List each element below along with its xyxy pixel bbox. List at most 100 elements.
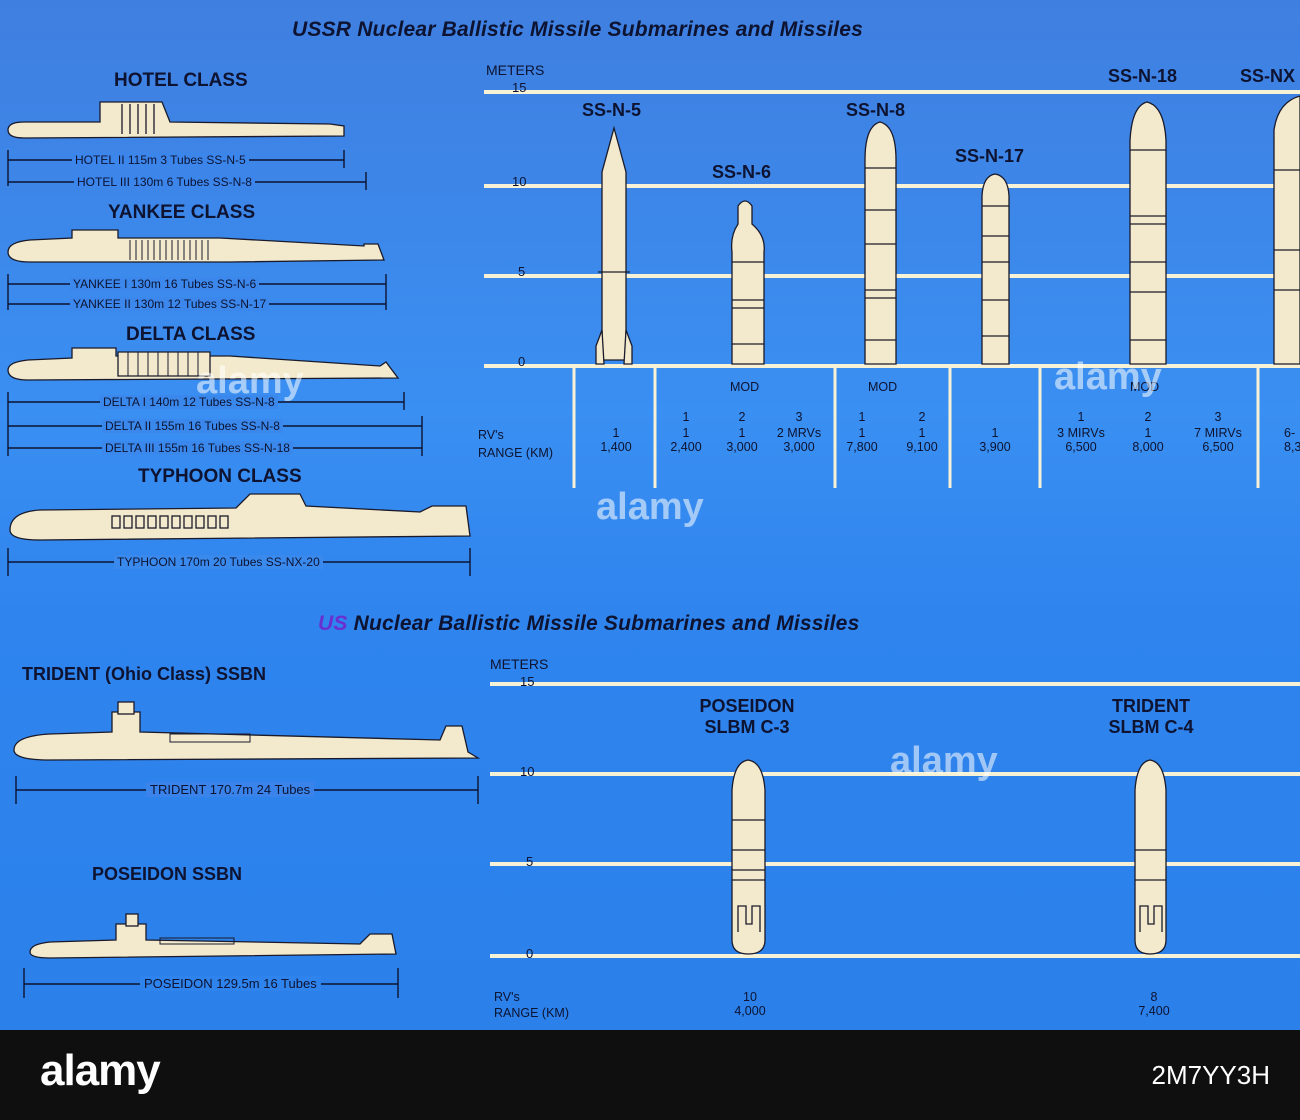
table-column: 1 1 7,800 [842, 410, 882, 454]
ussr-rv-label: RV's [478, 428, 504, 442]
missile-ss-n-17 [981, 173, 1010, 365]
spec-hotel-ii: HOTEL II 115m 3 Tubes SS-N-5 [72, 153, 249, 167]
range-value: 9,100 [906, 440, 938, 454]
spec-poseidon: POSEIDON 129.5m 16 Tubes [140, 976, 321, 991]
missile-label-trident-c4: TRIDENT SLBM C-4 [1092, 696, 1210, 738]
range-value: 7,800 [846, 440, 878, 454]
table-column: 3 7 MIRVs 6,500 [1186, 410, 1250, 454]
missile-label-ss-n-18: SS-N-18 [1108, 66, 1178, 86]
rv-value: 6- [1284, 426, 1296, 440]
table-column: 2 1 8,000 [1128, 410, 1168, 454]
rv-value: 1 [1144, 426, 1152, 440]
range-value: 4,000 [734, 1004, 766, 1018]
sub-poseidon [29, 913, 397, 959]
spec-hotel-iii: HOTEL III 130m 6 Tubes SS-N-8 [74, 175, 255, 189]
spec-trident: TRIDENT 170.7m 24 Tubes [146, 782, 315, 797]
rv-value: 1 [682, 426, 690, 440]
mod-value: 1 [682, 410, 690, 424]
rv-value: 1 [738, 426, 746, 440]
rv-value: 8 [1150, 990, 1158, 1004]
sub-hotel [7, 101, 345, 139]
watermark: alamy [596, 486, 704, 528]
table-column: 1 3 MIRVs 6,500 [1050, 410, 1112, 454]
mod-value [1284, 410, 1300, 426]
class-name-typhoon: TYPHOON CLASS [138, 466, 302, 487]
ussr-tick-15: 15 [512, 80, 527, 95]
mod-value: 2 [1144, 410, 1152, 424]
range-value: 8,3 [1284, 440, 1300, 454]
us-tick-5: 5 [526, 854, 534, 869]
missile-label-ss-nx: SS-NX [1240, 66, 1296, 86]
ussr-title-prefix: USSR [292, 18, 352, 41]
rv-value: 10 [743, 990, 757, 1004]
missile-label-ss-n-5: SS-N-5 [582, 100, 642, 120]
missile-label-line2: SLBM C-3 [704, 717, 790, 737]
us-column-trident: 8 7,400 [1134, 990, 1174, 1018]
mod-value: 2 [738, 410, 746, 424]
ussr-axis-label: METERS [486, 62, 545, 78]
ussr-title-rest: Nuclear Ballistic Missile Submarines and… [351, 18, 864, 41]
mod-value: 2 [918, 410, 926, 424]
rv-value: 3 MIRVs [1057, 426, 1105, 440]
spec-typhoon: TYPHOON 170m 20 Tubes SS-NX-20 [114, 555, 323, 569]
spec-yankee-ii: YANKEE II 130m 12 Tubes SS-N-17 [70, 297, 270, 311]
watermark: alamy [890, 740, 998, 782]
mod-value: 3 [1214, 410, 1222, 424]
us-gridlines [490, 682, 1300, 958]
rv-value: 2 MRVs [776, 426, 822, 440]
mod-value: 1 [1077, 410, 1085, 424]
missile-label-ss-n-8: SS-N-8 [846, 100, 906, 120]
missile-label-line1: TRIDENT [1112, 696, 1190, 716]
stock-image-id: 2M7YY3H [1151, 1060, 1271, 1090]
range-value: 8,000 [1132, 440, 1164, 454]
us-missiles [731, 759, 1167, 955]
sub-typhoon [9, 493, 471, 541]
spec-delta-ii: DELTA II 155m 16 Tubes SS-N-8 [102, 419, 283, 433]
table-column: 6- 8,3 [1284, 410, 1300, 454]
missile-ss-n-18 [1129, 101, 1167, 365]
class-name-yankee: YANKEE CLASS [108, 202, 256, 223]
sub-yankee [7, 229, 385, 263]
mod-value [975, 410, 1015, 426]
rv-value: 1 [918, 426, 926, 440]
rv-value: 7 MIRVs [1194, 426, 1242, 440]
us-submarines [13, 701, 481, 959]
rv-value: 1 [858, 426, 866, 440]
missile-ss-n-8 [864, 121, 897, 365]
poster: USSR Nuclear Ballistic Missile Submarine… [0, 0, 1300, 1030]
us-title-rest: Nuclear Ballistic Missile Submarines and… [347, 612, 860, 635]
ussr-title: USSR Nuclear Ballistic Missile Submarine… [292, 18, 863, 42]
us-axis-label: METERS [490, 656, 549, 672]
us-tick-10: 10 [520, 764, 535, 779]
rv-value: 1 [991, 426, 999, 440]
table-column: 3 2 MRVs 3,000 [770, 410, 828, 454]
range-value: 6,500 [1065, 440, 1097, 454]
ussr-tick-10: 10 [512, 174, 527, 189]
range-value: 7,400 [1138, 1004, 1170, 1018]
table-column: 1 1 2,400 [666, 410, 706, 454]
table-column: 1 3,900 [975, 410, 1015, 454]
alamy-logo: alamy [40, 1046, 161, 1095]
watermark: alamy [1054, 356, 1162, 398]
us-title-prefix: US [318, 612, 348, 635]
missile-trident-c4 [1134, 759, 1167, 955]
table-column: 2 1 9,100 [902, 410, 942, 454]
us-tick-15: 15 [520, 674, 535, 689]
range-value: 1,400 [600, 440, 632, 454]
mod-value: 3 [795, 410, 803, 424]
ussr-tick-0: 0 [518, 354, 526, 369]
ussr-range-label: RANGE (KM) [478, 446, 553, 460]
range-value: 3,000 [726, 440, 758, 454]
range-value: 2,400 [670, 440, 702, 454]
table-column: 2 1 3,000 [722, 410, 762, 454]
sub-name-poseidon: POSEIDON SSBN [92, 864, 243, 884]
ussr-mod-label-ss-n-6: MOD [730, 380, 760, 394]
range-value: 3,900 [979, 440, 1011, 454]
us-rv-label: RV's [494, 990, 520, 1004]
watermark: alamy [196, 360, 304, 402]
missile-poseidon [731, 759, 766, 955]
sub-delta [7, 347, 400, 381]
mod-value: 1 [858, 410, 866, 424]
us-column-poseidon: 10 4,000 [730, 990, 770, 1018]
ussr-submarines [7, 101, 471, 541]
